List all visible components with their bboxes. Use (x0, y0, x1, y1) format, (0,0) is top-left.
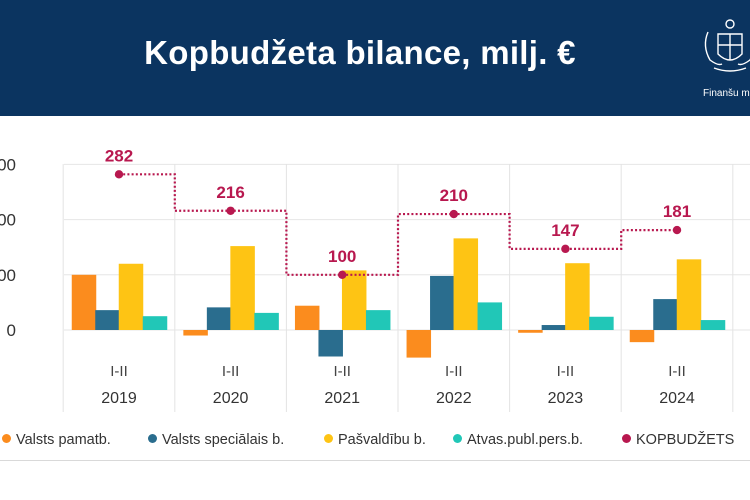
bar-pa-vald-bu-b--2021 (341, 270, 367, 330)
x-tick-period-label: I-II (445, 363, 463, 380)
legend-item: Atvas.publ.pers.b. (453, 432, 583, 448)
x-tick-year-label: 2023 (548, 390, 584, 407)
legend-label: KOPBUDŽETS (636, 432, 735, 448)
bar-atvas-publ-pers-b--2019 (142, 316, 168, 330)
legend-swatch (622, 434, 631, 443)
bar-valsts-speci-lais-b--2022 (430, 275, 455, 330)
bar-valsts-speci-lais-b--2024 (653, 299, 678, 330)
x-tick-period-label: I-II (333, 363, 351, 380)
bar-atvas-publ-pers-b--2024 (700, 320, 726, 330)
legend-label: Atvas.publ.pers.b. (467, 432, 584, 448)
bar-valsts-speci-lais-b--2020 (206, 307, 232, 330)
legend-item: KOPBUDŽETS (622, 432, 734, 448)
total-marker-2022 (449, 209, 458, 219)
x-tick-year-label: 2020 (213, 390, 249, 407)
bar-atvas-publ-pers-b--2023 (589, 316, 614, 330)
bar-valsts-pamatb--2024 (629, 330, 655, 343)
bar-chart: 0000000282216100210147181I-II2019I-II202… (0, 146, 750, 412)
bar-atvas-publ-pers-b--2022 (477, 302, 503, 330)
legend-swatch (148, 434, 157, 443)
bar-valsts-pamatb--2021 (294, 305, 320, 330)
bar-valsts-pamatb--2019 (71, 274, 97, 330)
ministry-logo-text: Finanšu m (703, 88, 750, 99)
bar-atvas-publ-pers-b--2020 (254, 312, 279, 330)
legend-swatch (2, 434, 11, 443)
divider (0, 460, 750, 461)
total-marker-2019 (114, 170, 124, 179)
total-data-label-2021: 100 (328, 247, 356, 266)
total-marker-2024 (672, 225, 682, 235)
chart-legend: Valsts pamatb. Valsts speciālais b. Pašval… (0, 428, 750, 454)
total-data-label-2022: 210 (440, 186, 468, 205)
bar-valsts-pamatb--2023 (518, 330, 543, 333)
legend-label: Valsts pamatb. (16, 432, 111, 448)
bar-valsts-speci-lais-b--2019 (95, 310, 120, 330)
legend-label: Valsts speciālais b. (162, 432, 285, 448)
x-tick-period-label: I-II (222, 363, 240, 380)
x-tick-year-label: 2024 (659, 390, 695, 407)
total-data-label-2020: 216 (216, 183, 244, 202)
total-data-label-2019: 282 (105, 146, 133, 165)
bar-pa-vald-bu-b--2022 (453, 238, 479, 330)
bar-valsts-speci-lais-b--2023 (541, 325, 567, 330)
total-data-label-2024: 181 (663, 202, 691, 221)
legend-swatch (324, 434, 333, 443)
bar-pa-vald-bu-b--2023 (565, 263, 590, 330)
bar-atvas-publ-pers-b--2021 (365, 310, 391, 330)
x-tick-period-label: I-II (110, 363, 128, 380)
total-marker-2021 (338, 270, 347, 279)
x-tick-year-label: 2021 (324, 390, 360, 407)
legend-item: Valsts speciālais b. (148, 432, 284, 448)
y-tick-label: 00 (0, 266, 16, 285)
x-tick-period-label: I-II (557, 363, 575, 380)
legend-item: Pašvaldību b. (324, 432, 426, 448)
total-marker-2023 (561, 244, 570, 254)
bar-valsts-speci-lais-b--2021 (318, 330, 343, 357)
legend-item: Valsts pamatb. (2, 432, 111, 448)
bar-pa-vald-bu-b--2024 (676, 259, 702, 330)
y-tick-label: 00 (0, 155, 16, 174)
legend-swatch (453, 434, 462, 443)
bar-valsts-pamatb--2020 (183, 330, 208, 336)
bar-pa-vald-bu-b--2020 (230, 246, 255, 330)
y-tick-label: 0 (7, 321, 16, 340)
total-data-label-2023: 147 (551, 221, 579, 240)
page-title: Kopbudžeta bilance, milj. € (144, 34, 576, 71)
bar-pa-vald-bu-b--2019 (118, 263, 144, 330)
header-banner: Kopbudžeta bilance, milj. € Finanšu m (0, 0, 750, 116)
x-tick-period-label: I-II (668, 363, 686, 380)
x-tick-year-label: 2019 (101, 390, 137, 407)
coat-of-arms-icon (704, 19, 750, 72)
legend-label: Pašvaldību b. (338, 432, 426, 448)
y-tick-label: 00 (0, 211, 16, 230)
bar-valsts-pamatb--2022 (406, 330, 432, 358)
x-tick-year-label: 2022 (436, 390, 472, 407)
chart-area: 00 00 00 0 282 216 100 210 147 181 I-II 2019 I-II 202… (0, 116, 750, 500)
total-marker-2020 (226, 206, 235, 215)
